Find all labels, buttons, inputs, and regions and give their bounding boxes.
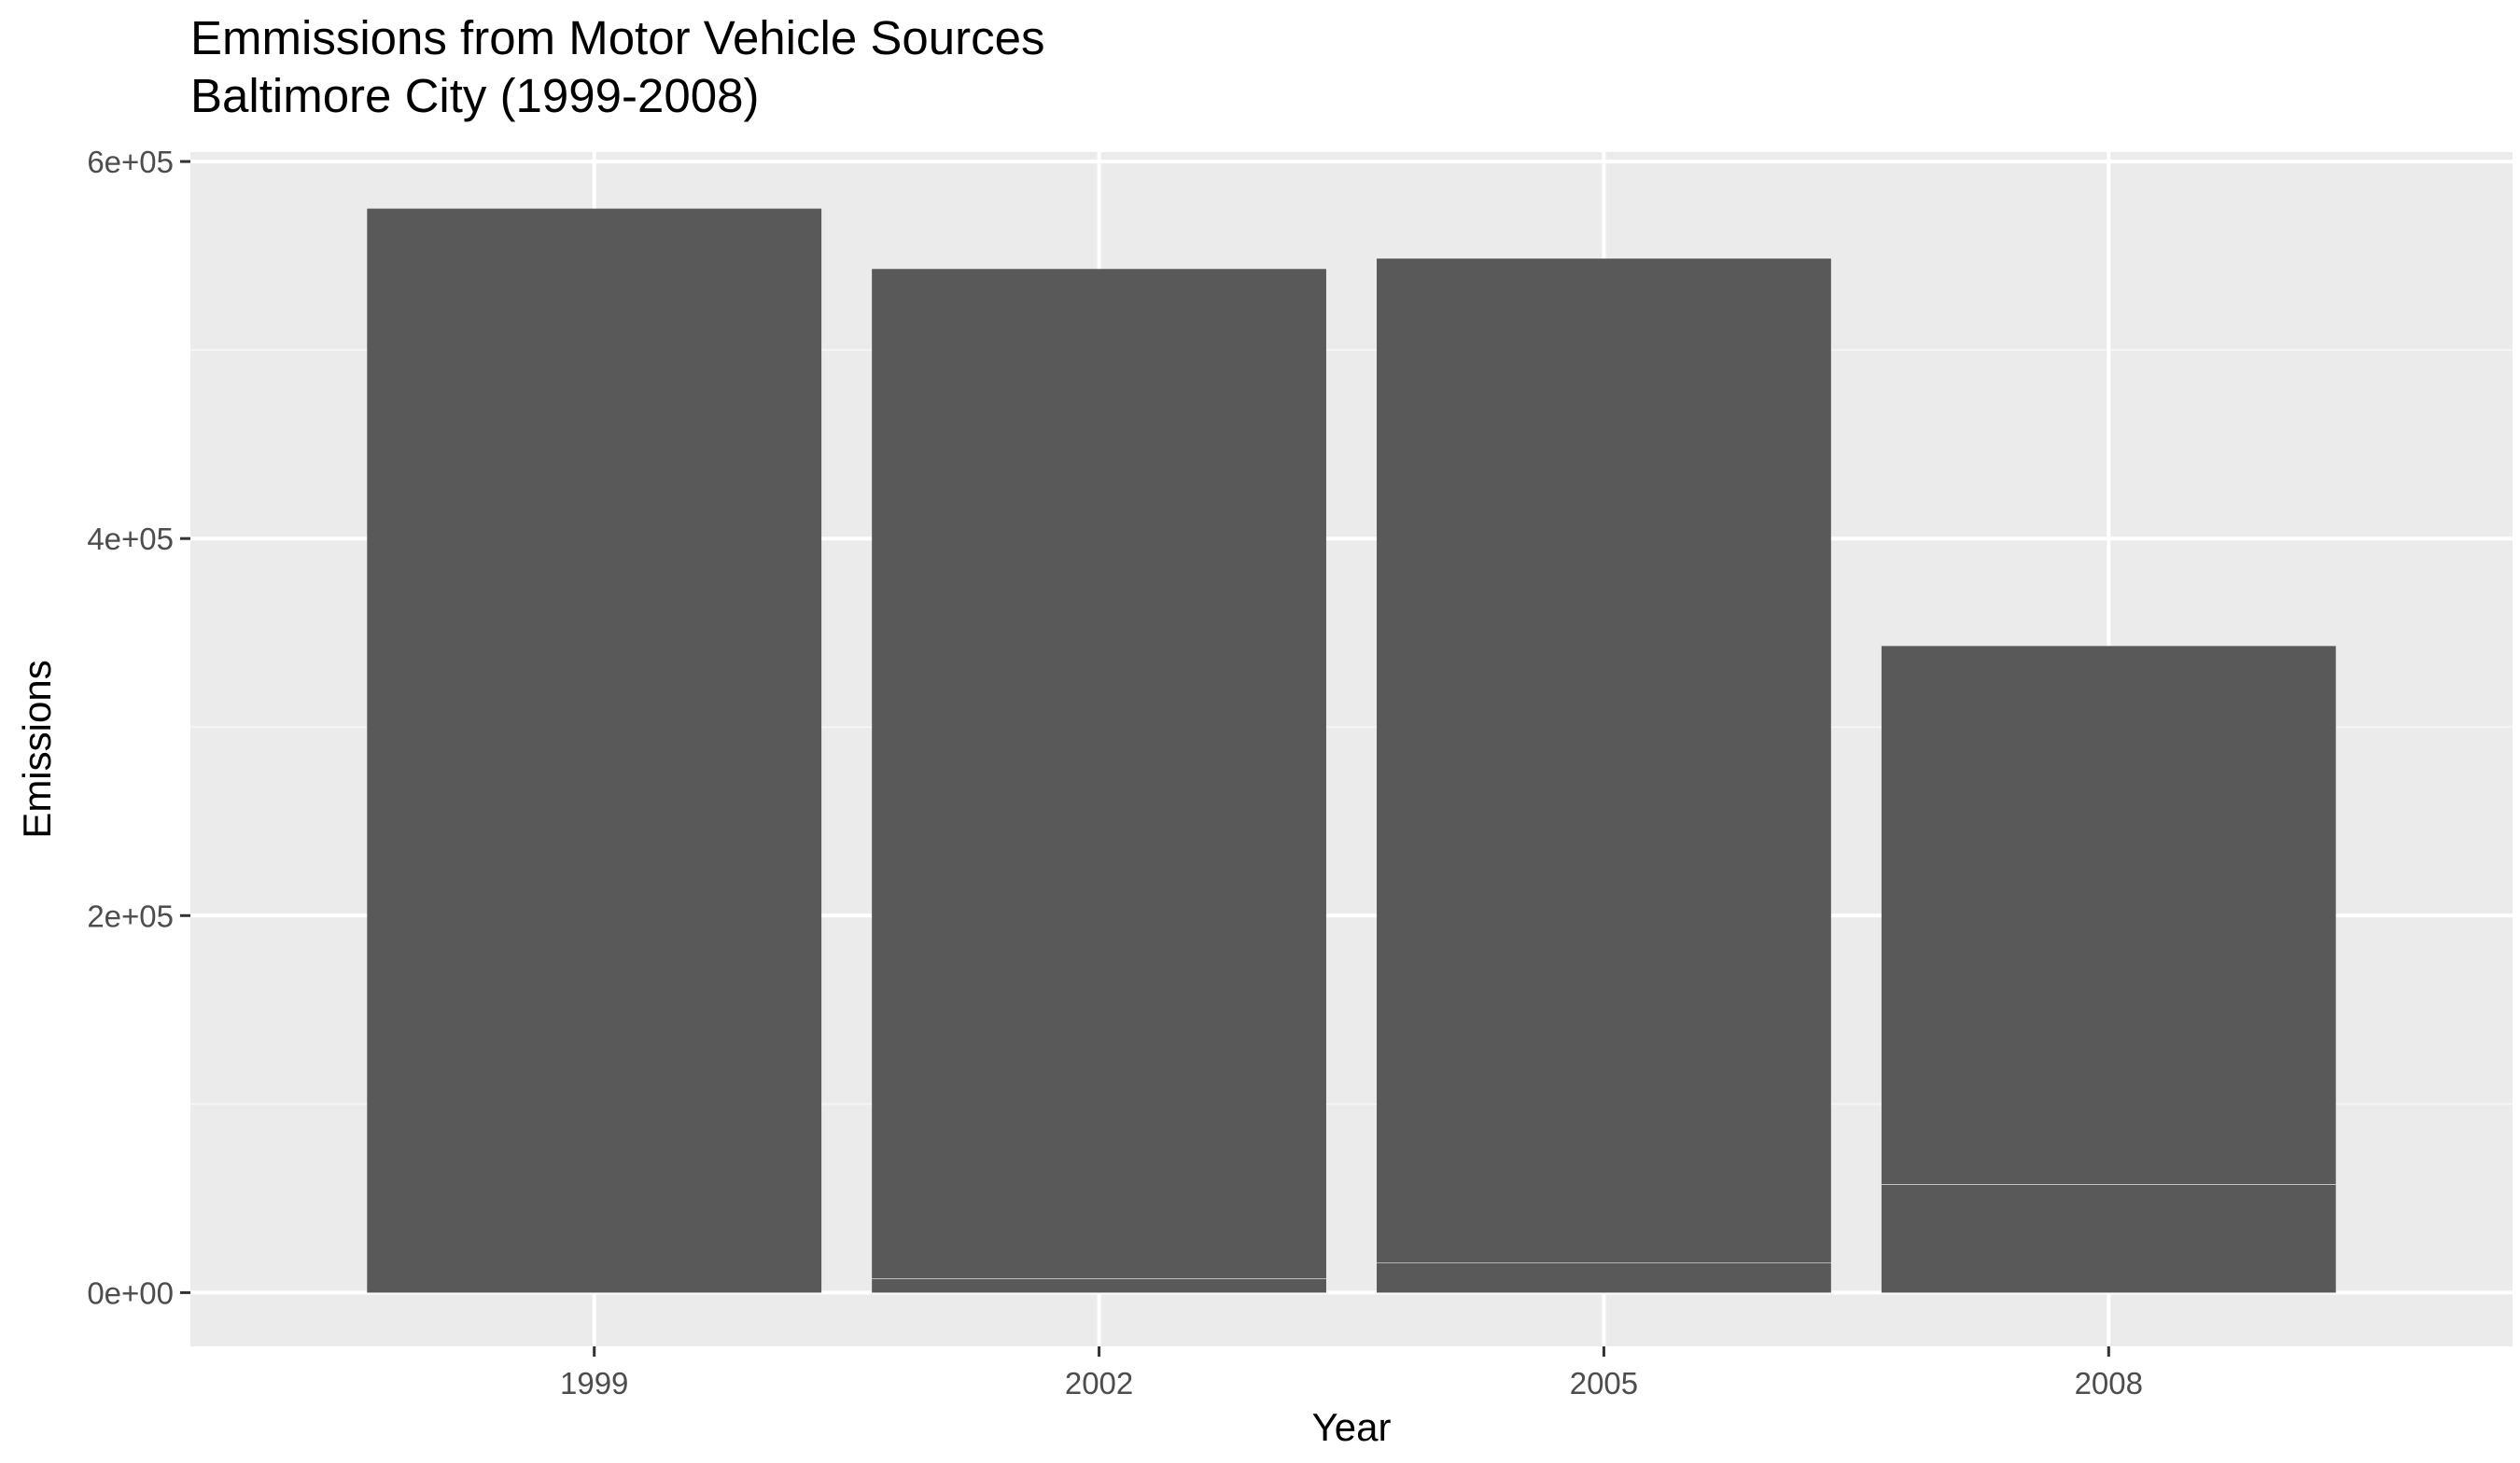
bar-segment-2002-1 xyxy=(872,1278,1326,1293)
x-tick-label: 2008 xyxy=(2075,1366,2143,1400)
y-tick-label: 4e+05 xyxy=(87,522,174,556)
y-axis: 0e+00 2e+05 4e+05 6e+05 xyxy=(87,145,190,1310)
bar-segment-2008-2 xyxy=(1881,646,2336,1185)
x-axis-title: Year xyxy=(1312,1405,1392,1449)
y-tick-label: 6e+05 xyxy=(87,145,174,179)
bar-segment-2008-1 xyxy=(1881,1184,2336,1293)
bars xyxy=(367,208,2336,1293)
bar-segment-2005-2 xyxy=(1377,258,1831,1263)
x-axis: 1999 2002 2005 2008 xyxy=(560,1346,2143,1400)
y-tick-label: 2e+05 xyxy=(87,899,174,933)
x-tick-label: 2005 xyxy=(1570,1366,1638,1400)
chart-title: Emmissions from Motor Vehicle Sources xyxy=(190,11,1044,64)
chart-subtitle: Baltimore City (1999-2008) xyxy=(190,69,759,122)
x-tick-label: 1999 xyxy=(560,1366,628,1400)
bar-segment-1999-1 xyxy=(367,208,822,1293)
x-tick-label: 2002 xyxy=(1065,1366,1133,1400)
bar-segment-2002-2 xyxy=(872,269,1326,1279)
bar-segment-2005-1 xyxy=(1377,1262,1831,1293)
y-tick-label: 0e+00 xyxy=(87,1275,174,1310)
y-axis-title: Emissions xyxy=(15,660,59,838)
